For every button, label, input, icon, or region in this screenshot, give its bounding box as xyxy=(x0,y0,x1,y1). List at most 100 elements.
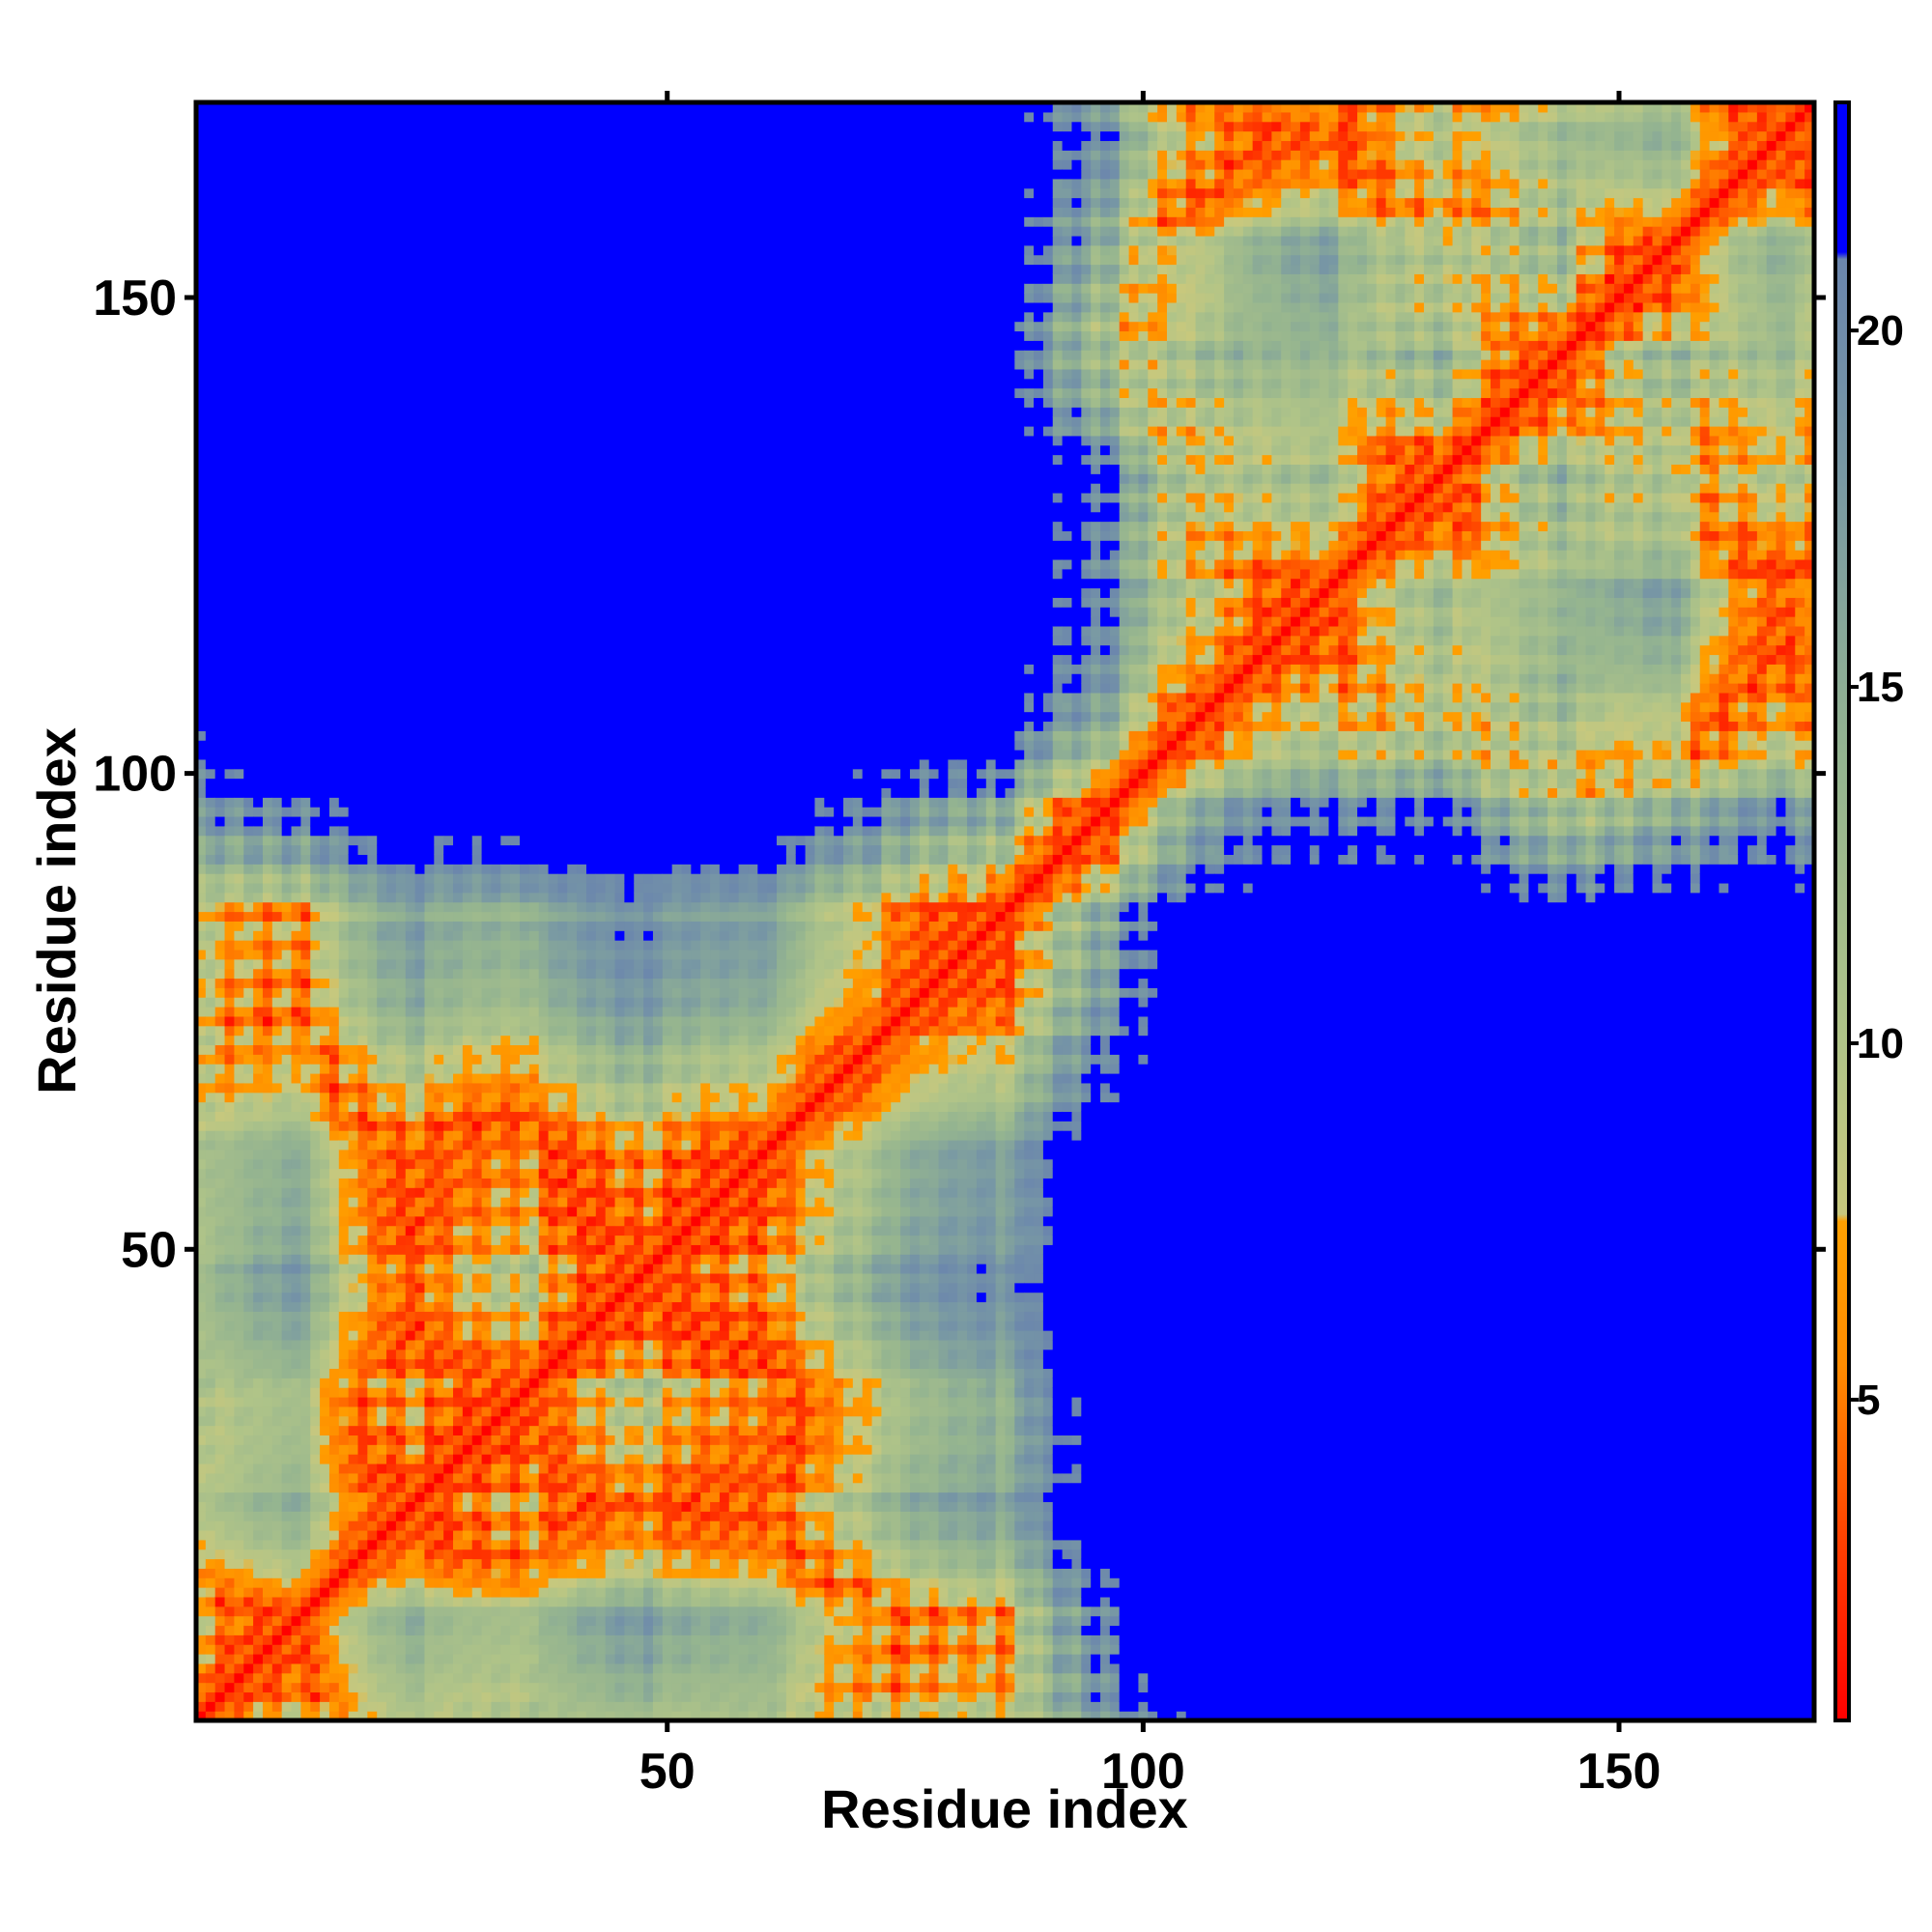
heatmap-cell xyxy=(338,1044,350,1055)
heatmap-cell xyxy=(234,416,244,427)
heatmap-cell xyxy=(300,664,311,674)
heatmap-cell xyxy=(367,1596,378,1607)
heatmap-cell xyxy=(234,1368,244,1378)
heatmap-cell xyxy=(377,978,387,988)
heatmap-cell xyxy=(453,1339,464,1350)
heatmap-cell xyxy=(424,1158,435,1170)
heatmap-cell xyxy=(386,1073,397,1084)
heatmap-cell xyxy=(453,1387,464,1398)
heatmap-cell xyxy=(357,178,368,189)
heatmap-cell xyxy=(196,1139,207,1151)
heatmap-cell xyxy=(462,1187,473,1198)
heatmap-cell xyxy=(262,368,273,380)
heatmap-cell xyxy=(320,1463,330,1474)
heatmap-cell xyxy=(462,1662,473,1674)
heatmap-cell xyxy=(310,530,321,541)
heatmap-cell xyxy=(395,978,407,988)
heatmap-cell xyxy=(205,1082,216,1094)
heatmap-cell xyxy=(424,1007,435,1017)
heatmap-cell xyxy=(377,778,387,789)
heatmap-cell xyxy=(205,1244,216,1255)
heatmap-cell xyxy=(357,1111,368,1122)
heatmap-cell xyxy=(424,1349,435,1360)
heatmap-cell xyxy=(281,1701,293,1712)
heatmap-cell xyxy=(320,1301,330,1312)
heatmap-cell xyxy=(310,673,321,684)
heatmap-cell xyxy=(443,825,454,837)
heatmap-cell xyxy=(434,1568,444,1578)
heatmap-cell xyxy=(395,216,407,227)
heatmap-cell xyxy=(443,521,454,531)
heatmap-cell xyxy=(281,1625,293,1635)
heatmap-cell xyxy=(291,1482,301,1493)
heatmap-cell xyxy=(310,150,321,160)
heatmap-cell xyxy=(328,1168,340,1179)
heatmap-cell xyxy=(434,1311,444,1321)
heatmap-cell xyxy=(453,730,464,741)
heatmap-cell xyxy=(281,1520,293,1531)
heatmap-cell xyxy=(395,1301,407,1312)
heatmap-cell xyxy=(234,911,244,922)
heatmap-cell xyxy=(414,1577,426,1588)
heatmap-cell xyxy=(205,1615,216,1627)
heatmap-cell xyxy=(367,1463,378,1474)
heatmap-cell xyxy=(338,644,350,656)
heatmap-cell xyxy=(262,1358,273,1370)
heatmap-cell xyxy=(367,1397,378,1407)
heatmap-cell xyxy=(424,768,435,780)
heatmap-cell xyxy=(414,416,426,427)
heatmap-cell xyxy=(348,1025,359,1037)
heatmap-cell xyxy=(338,1187,350,1198)
heatmap-cell xyxy=(357,1435,368,1445)
heatmap-cell xyxy=(253,521,264,531)
heatmap-cell xyxy=(253,416,264,427)
heatmap-cell xyxy=(377,1349,387,1360)
heatmap-cell xyxy=(205,901,216,913)
heatmap-cell xyxy=(205,159,216,170)
heatmap-cell xyxy=(196,1605,207,1617)
heatmap-cell xyxy=(300,102,311,113)
heatmap-cell xyxy=(253,359,264,370)
heatmap-cell xyxy=(291,140,301,151)
heatmap-cell xyxy=(443,254,454,266)
heatmap-cell xyxy=(434,701,444,713)
heatmap-cell xyxy=(405,721,416,731)
heatmap-cell xyxy=(434,293,444,303)
heatmap-cell xyxy=(328,340,340,351)
heatmap-cell xyxy=(234,273,244,284)
heatmap-cell xyxy=(395,1073,407,1084)
heatmap-cell xyxy=(357,454,368,466)
heatmap-cell xyxy=(443,159,454,170)
heatmap-cell xyxy=(386,150,397,160)
heatmap-cell xyxy=(377,501,387,513)
heatmap-cell xyxy=(196,1435,207,1445)
heatmap-cell xyxy=(310,121,321,132)
heatmap-cell xyxy=(338,758,350,770)
heatmap-cell xyxy=(414,187,426,199)
heatmap-cell xyxy=(262,197,273,208)
heatmap-cell xyxy=(234,1264,244,1274)
heatmap-cell xyxy=(205,1378,216,1388)
heatmap-cell xyxy=(357,721,368,731)
heatmap-cell xyxy=(328,1339,340,1350)
heatmap-cell xyxy=(253,758,264,770)
heatmap-cell xyxy=(320,730,330,741)
heatmap-cell xyxy=(310,854,321,865)
heatmap-cell xyxy=(357,616,368,627)
heatmap-cell xyxy=(271,1529,283,1541)
heatmap-cell xyxy=(405,168,416,180)
heatmap-cell xyxy=(262,1701,273,1712)
heatmap-cell xyxy=(424,1254,435,1264)
heatmap-cell xyxy=(310,1605,321,1617)
heatmap-cell xyxy=(243,1082,254,1094)
heatmap-cell xyxy=(243,1425,254,1436)
heatmap-cell xyxy=(281,892,293,903)
heatmap-cell xyxy=(320,1149,330,1160)
heatmap-cell xyxy=(271,492,283,503)
heatmap-cell xyxy=(414,159,426,170)
heatmap-cell xyxy=(253,273,264,284)
heatmap-cell xyxy=(386,283,397,294)
heatmap-cell xyxy=(271,254,283,266)
heatmap-cell xyxy=(271,1662,283,1674)
heatmap-cell xyxy=(434,1358,444,1370)
